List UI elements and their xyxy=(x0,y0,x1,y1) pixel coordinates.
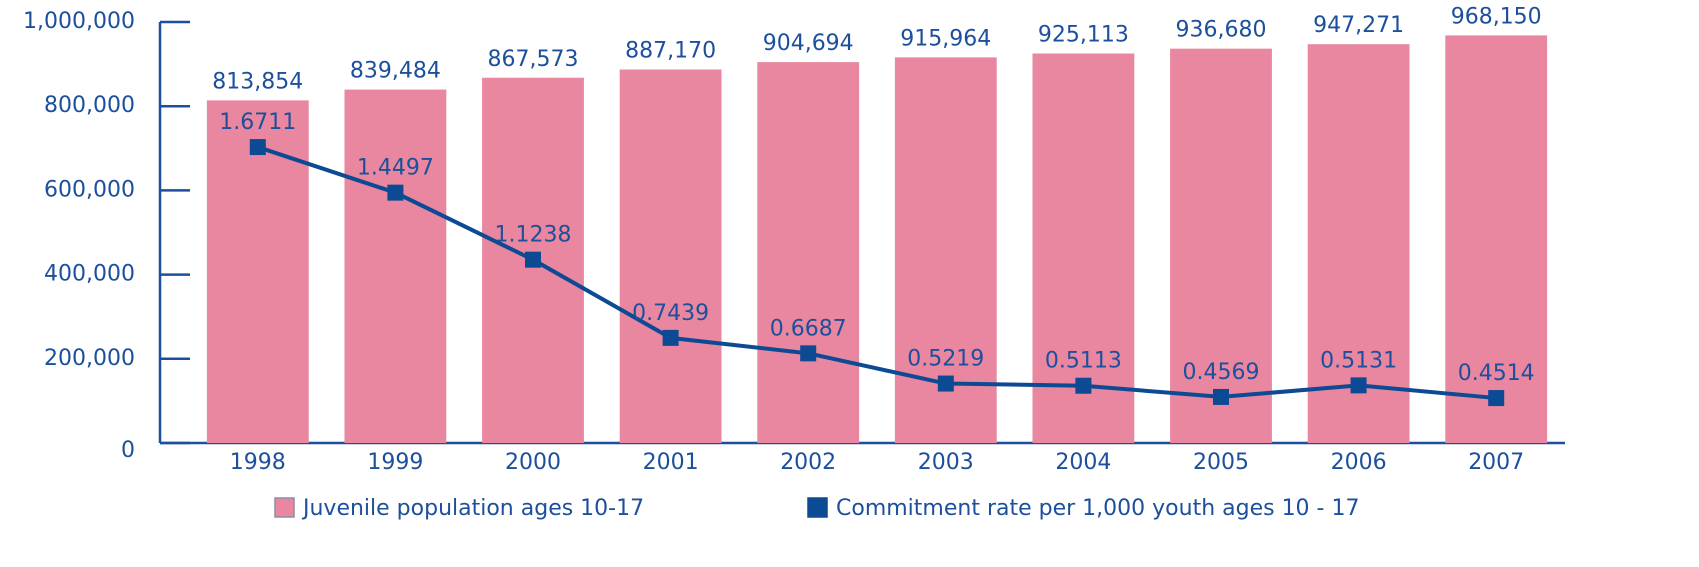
line-value-label: 0.6687 xyxy=(770,316,847,341)
bar-value-label: 887,170 xyxy=(625,39,716,64)
line-marker xyxy=(249,139,266,156)
line-value-label: 0.4514 xyxy=(1458,361,1535,386)
legend-label: Juvenile population ages 10-17 xyxy=(301,496,644,521)
bar xyxy=(1170,48,1272,444)
y-tick-label: 200,000 xyxy=(44,346,135,371)
bar-value-label: 936,680 xyxy=(1176,18,1267,43)
y-tick-label: 600,000 xyxy=(44,177,135,202)
line xyxy=(257,145,1497,401)
bar-value-label: 947,271 xyxy=(1313,13,1404,38)
legend-swatch xyxy=(807,497,828,518)
line-value-label: 0.5113 xyxy=(1045,349,1122,374)
line-value-label: 0.5131 xyxy=(1320,348,1397,373)
x-tick-label: 1998 xyxy=(230,450,286,475)
line-value-label: 0.5219 xyxy=(907,347,984,372)
line-marker xyxy=(1213,388,1229,405)
x-tick-label: 2006 xyxy=(1331,450,1387,475)
line-value-label: 0.7439 xyxy=(632,301,709,326)
line-marker xyxy=(800,345,817,362)
bar xyxy=(757,62,860,443)
line-marker xyxy=(387,184,404,201)
x-tick-label: 2004 xyxy=(1055,450,1111,475)
x-tick-label: 2001 xyxy=(643,450,699,475)
legend-swatch xyxy=(274,497,295,518)
legend-label: Commitment rate per 1,000 youth ages 10 … xyxy=(836,496,1359,521)
x-tick-label: 2002 xyxy=(780,450,836,475)
bar xyxy=(619,69,722,443)
x-tick-label: 1999 xyxy=(367,450,423,475)
y-tick-label: 0 xyxy=(121,438,135,463)
y-tick-label: 800,000 xyxy=(44,93,135,118)
bar-value-label: 968,150 xyxy=(1451,4,1542,29)
bar-value-label: 925,113 xyxy=(1038,23,1129,48)
line-marker xyxy=(1350,377,1367,394)
bar-value-label: 904,694 xyxy=(763,31,854,56)
bar xyxy=(1307,44,1410,443)
bar-value-label: 839,484 xyxy=(350,59,441,84)
bar xyxy=(344,89,447,443)
line-marker xyxy=(662,329,679,346)
bar xyxy=(1445,35,1548,444)
x-tick-label: 2005 xyxy=(1193,450,1249,475)
x-tick-label: 2000 xyxy=(505,450,561,475)
bar-value-label: 867,573 xyxy=(488,47,579,72)
line-value-label: 1.1238 xyxy=(495,223,572,248)
line-value-label: 0.4569 xyxy=(1183,360,1260,385)
line-value-label: 1.4497 xyxy=(357,156,434,181)
bar-value-label: 915,964 xyxy=(900,26,991,51)
x-tick-label: 2003 xyxy=(918,450,974,475)
line-marker xyxy=(1075,377,1092,394)
x-tick-label: 2007 xyxy=(1468,450,1524,475)
bar-value-label: 813,854 xyxy=(212,69,303,94)
line-marker xyxy=(937,375,954,392)
line-marker xyxy=(525,251,541,268)
line-marker xyxy=(1488,390,1505,407)
line-value-label: 1.6711 xyxy=(219,110,296,135)
y-tick-label: 1,000,000 xyxy=(23,9,135,34)
y-tick-label: 400,000 xyxy=(44,262,135,287)
